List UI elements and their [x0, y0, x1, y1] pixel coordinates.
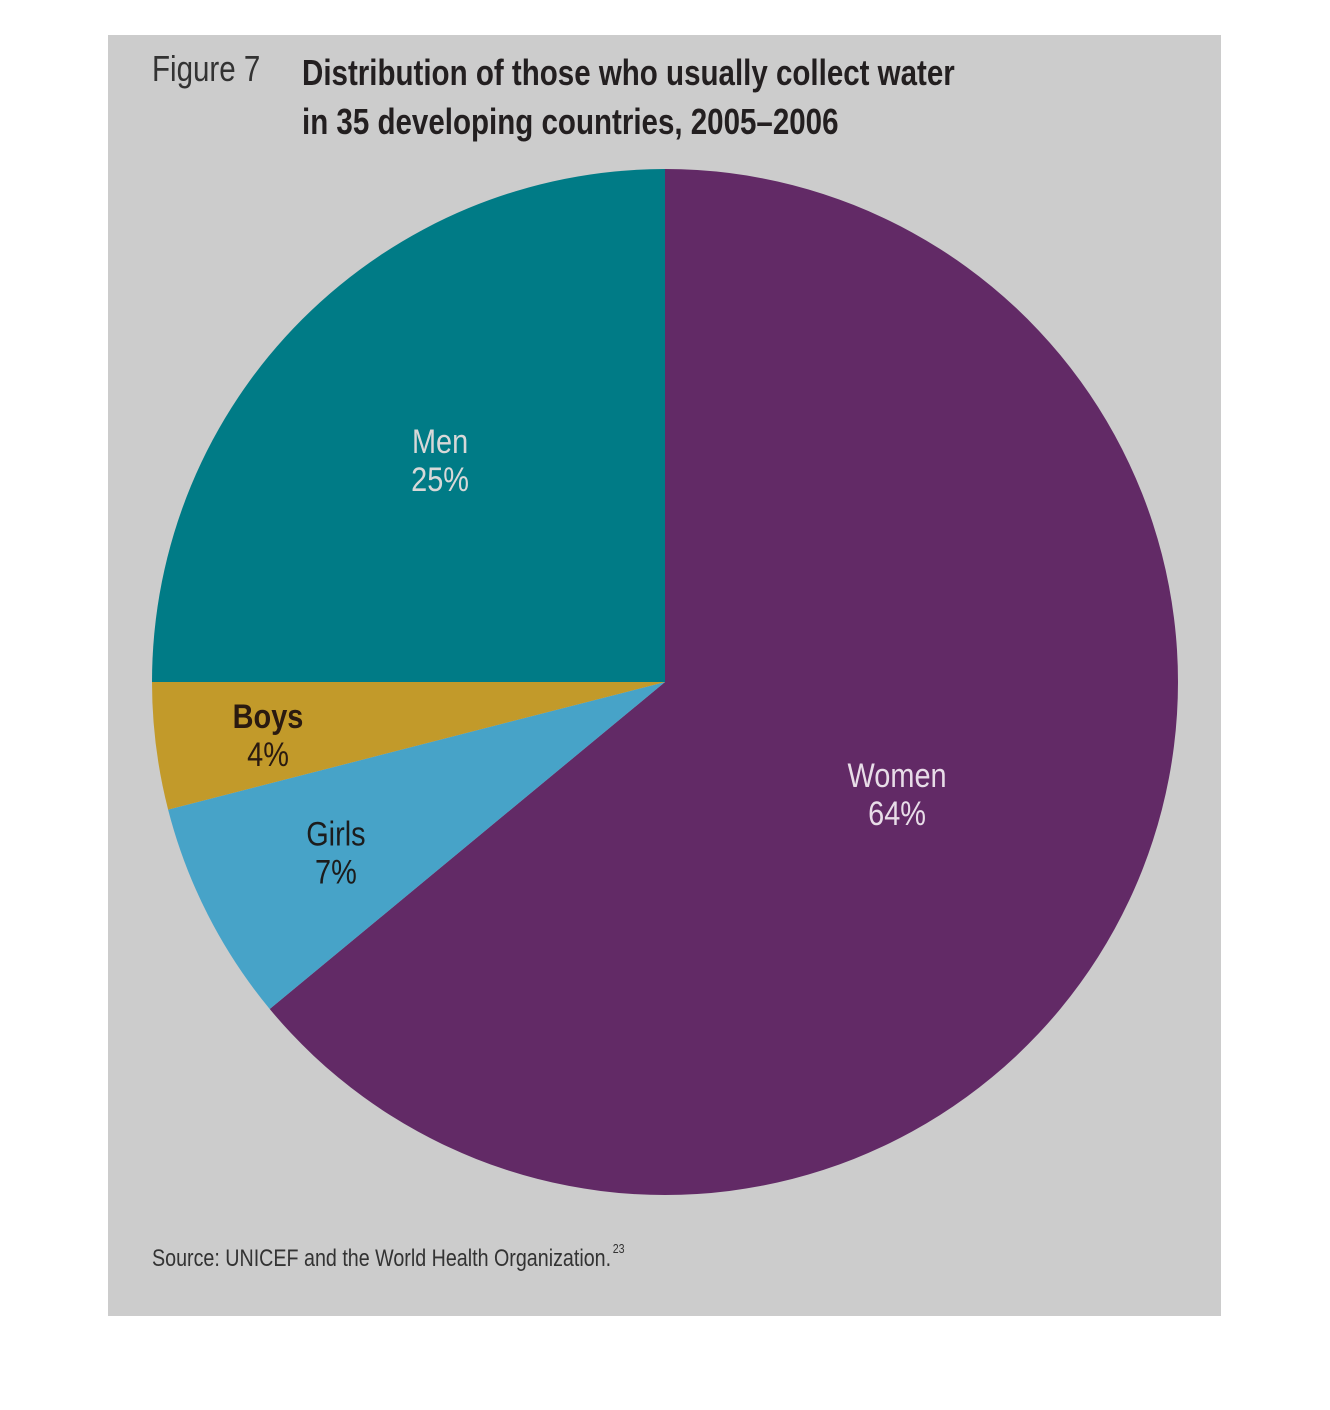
slice-label-boys: Boys — [233, 697, 304, 736]
pie-slice-boys — [152, 682, 665, 810]
pie-slice-men — [152, 169, 665, 682]
source-text: Source: UNICEF and the World Health Orga… — [152, 1245, 612, 1272]
slice-label-girls: Girls — [306, 814, 365, 853]
chart-title-line-2: in 35 developing countries, 2005–2006 — [302, 101, 839, 142]
pie-slice-girls — [168, 682, 666, 1009]
pie-slice-women — [269, 169, 1179, 1196]
figure-label: Figure 7 — [152, 48, 261, 89]
slice-value-boys: 4% — [247, 735, 289, 774]
slice-value-girls: 7% — [315, 852, 357, 891]
slice-value-women: 64% — [868, 794, 926, 833]
slice-label-women: Women — [848, 756, 947, 795]
pie-slices — [152, 169, 1179, 1196]
source-note: Source: UNICEF and the World Health Orga… — [152, 1241, 625, 1273]
slice-label-men: Men — [412, 422, 468, 461]
slice-value-men: 25% — [411, 460, 469, 499]
source-footnote: 23 — [612, 1241, 625, 1256]
chart-title-line-1: Distribution of those who usually collec… — [302, 52, 955, 93]
chart-title: Distribution of those who usually collec… — [302, 48, 955, 146]
